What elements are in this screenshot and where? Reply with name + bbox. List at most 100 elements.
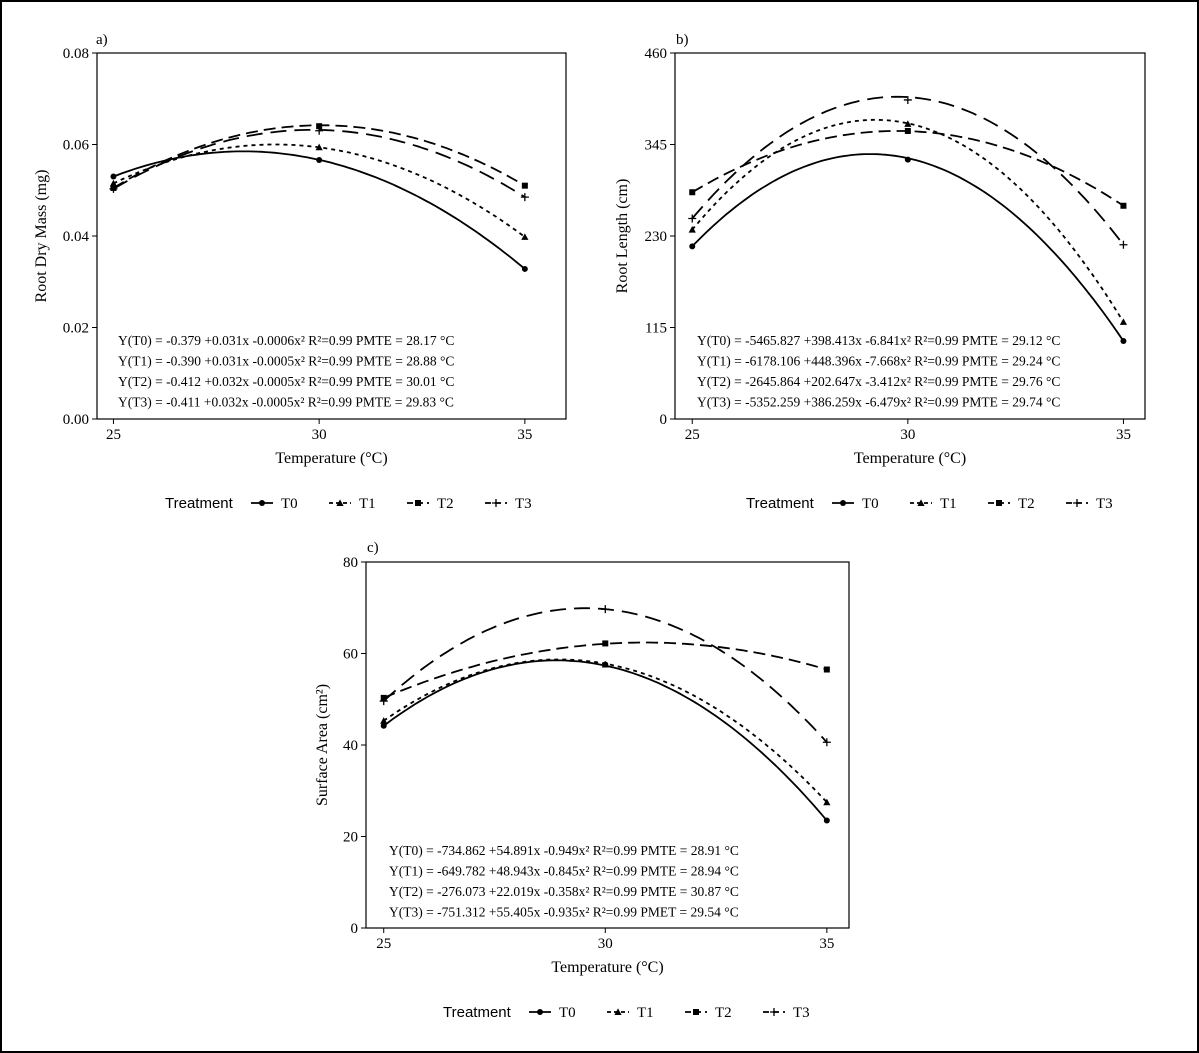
regression-equation: Y(T0) = -0.379 +0.031x -0.0006x² R²=0.99… [118,333,454,348]
data-point-t1 [380,717,388,724]
data-point-t1 [688,226,696,233]
series-line-t2 [691,130,1124,207]
panel-label: b) [676,32,689,48]
chart-panel-3: c) 0 20 40 60 80 25 30 35 Temperature (°C) Surface… [314,540,850,1021]
regression-equation: Y(T2) = -2645.864 +202.647x -3.412x² R²=… [697,374,1060,389]
series-line-t1 [691,118,1125,323]
data-point-t3 [688,214,697,223]
regression-equation: Y(T3) = -0.411 +0.032x -0.0005x² R²=0.99… [118,395,454,410]
data-point-t0 [904,156,911,163]
y-tick-label: 80 [343,555,358,571]
data-point-t1 [823,798,831,806]
legend: Treatment T0 T1 T2 T3 [443,1004,810,1021]
regression-equation: Y(T2) = -276.073 +22.019x -0.358x² R²=0.… [389,884,739,899]
y-tick-label: 230 [645,229,668,245]
legend-label-t0: T0 [862,496,879,512]
legend-label-t3: T3 [793,1005,810,1021]
y-tick-label: 0 [351,921,359,937]
legend-label-t1: T1 [359,496,376,512]
regression-equation: Y(T0) = -5465.827 +398.413x -6.841x² R²=… [697,333,1060,348]
series-line-t0 [691,153,1125,342]
x-tick-label: 30 [900,427,915,443]
data-point-t0 [1120,338,1127,345]
x-axis-label: Temperature (°C) [275,450,387,467]
y-tick-label: 20 [343,830,358,846]
data-point-t0 [380,722,387,729]
legend-key-marker-t1 [336,499,344,506]
x-tick-label: 25 [376,936,391,952]
data-point-t0 [689,243,696,250]
legend-label-t2: T2 [1018,496,1035,512]
data-point-t1 [521,233,529,240]
legend-label-t2: T2 [437,496,454,512]
series-line-t3 [691,95,1125,246]
series-line-t3 [383,607,828,743]
y-tick-label: 345 [645,138,668,154]
legend-key-marker-t1 [917,499,925,506]
data-point-t1 [904,120,912,127]
data-point-t3 [315,126,324,135]
legend-title: Treatment [746,495,815,512]
regression-equation: Y(T1) = -6178.106 +448.396x -7.668x² R²=… [697,354,1060,369]
legend-label-t0: T0 [281,496,298,512]
regression-equation: Y(T1) = -0.390 +0.031x -0.0005x² R²=0.99… [118,354,454,369]
legend-label-t1: T1 [940,496,957,512]
legend-key-marker-t1 [614,1008,622,1015]
data-point-t2 [316,123,323,130]
legend: Treatment T0 T1 T2 T3 [165,495,532,512]
data-point-t3 [520,193,529,202]
regression-equation: Y(T3) = -751.312 +55.405x -0.935x² R²=0.… [389,905,739,920]
panel-label: a) [96,32,108,48]
data-point-t2 [904,127,911,134]
regression-equation: Y(T3) = -5352.259 +386.259x -6.479x² R²=… [697,395,1060,410]
legend-key-marker-t3 [1073,499,1081,507]
series-line-t3 [113,129,526,198]
data-point-t1 [1119,318,1128,325]
data-point-t1 [315,143,323,151]
y-axis-label: Root Length (cm) [614,179,631,294]
y-tick-label: 0.04 [63,229,90,245]
data-point-t3 [822,738,831,747]
panel-label: c) [367,540,379,556]
data-point-t1 [109,179,118,187]
legend-key-marker-t3 [770,1008,778,1016]
x-tick-label: 25 [106,427,121,443]
series-line-t1 [383,658,828,803]
data-point-t0 [521,265,528,272]
x-tick-label: 30 [598,936,613,952]
y-tick-label: 0.08 [63,46,89,62]
y-tick-label: 0 [660,412,668,428]
data-point-t3 [601,605,610,614]
regression-equation: Y(T0) = -734.862 +54.891x -0.949x² R²=0.… [389,843,739,858]
y-tick-label: 40 [343,738,358,754]
x-axis-label: Temperature (°C) [854,450,966,467]
data-point-t3 [379,697,388,706]
x-tick-label: 35 [517,427,532,443]
data-point-t3 [109,184,118,193]
legend-key-marker-t2 [996,500,1002,506]
y-axis-label: Surface Area (cm²) [314,684,331,806]
regression-equation: Y(T2) = -0.412 +0.032x -0.0005x² R²=0.99… [118,374,454,389]
legend-key-marker-t3 [492,499,500,507]
legend-key-marker-t0 [537,1009,543,1015]
data-point-t1 [601,660,609,668]
y-tick-label: 60 [343,647,358,663]
x-tick-label: 30 [312,427,327,443]
chart-panel-1: a) 0.00 0.02 0.04 0.06 0.08 25 30 35 Temperature … [33,32,567,512]
legend-label-t2: T2 [715,1005,732,1021]
legend-title: Treatment [443,1004,512,1021]
y-axis-label: Root Dry Mass (mg) [33,170,50,303]
series-line-t2 [383,641,828,699]
legend-label-t3: T3 [1096,496,1113,512]
legend-key-marker-t2 [415,500,421,506]
chart-panel-2: b) 0 115 230 345 460 25 30 35 Temperature (°C) Roo… [614,32,1146,512]
y-tick-label: 115 [645,321,667,337]
data-point-t2 [602,640,609,647]
data-point-t0 [823,817,830,824]
legend-label-t3: T3 [515,496,532,512]
legend-key-marker-t2 [693,1009,699,1015]
y-tick-label: 0.02 [63,321,89,337]
data-point-t2 [521,182,528,189]
